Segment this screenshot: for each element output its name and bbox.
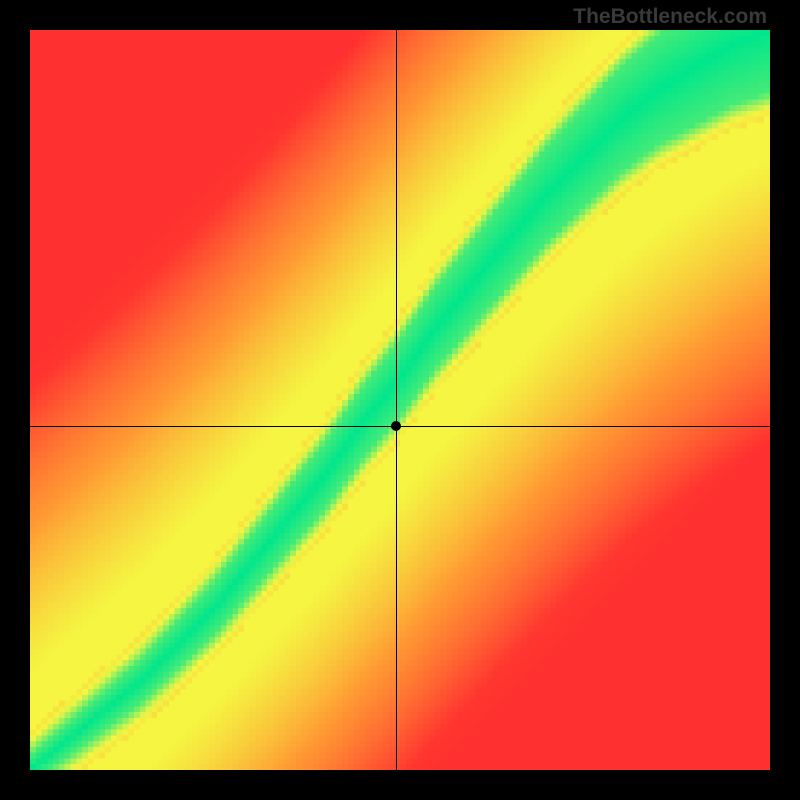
watermark-text: TheBottleneck.com: [573, 5, 767, 29]
heatmap-plot: [30, 30, 770, 770]
heatmap-canvas: [30, 30, 770, 770]
marker-dot: [391, 421, 401, 431]
crosshair-vertical: [396, 30, 397, 770]
